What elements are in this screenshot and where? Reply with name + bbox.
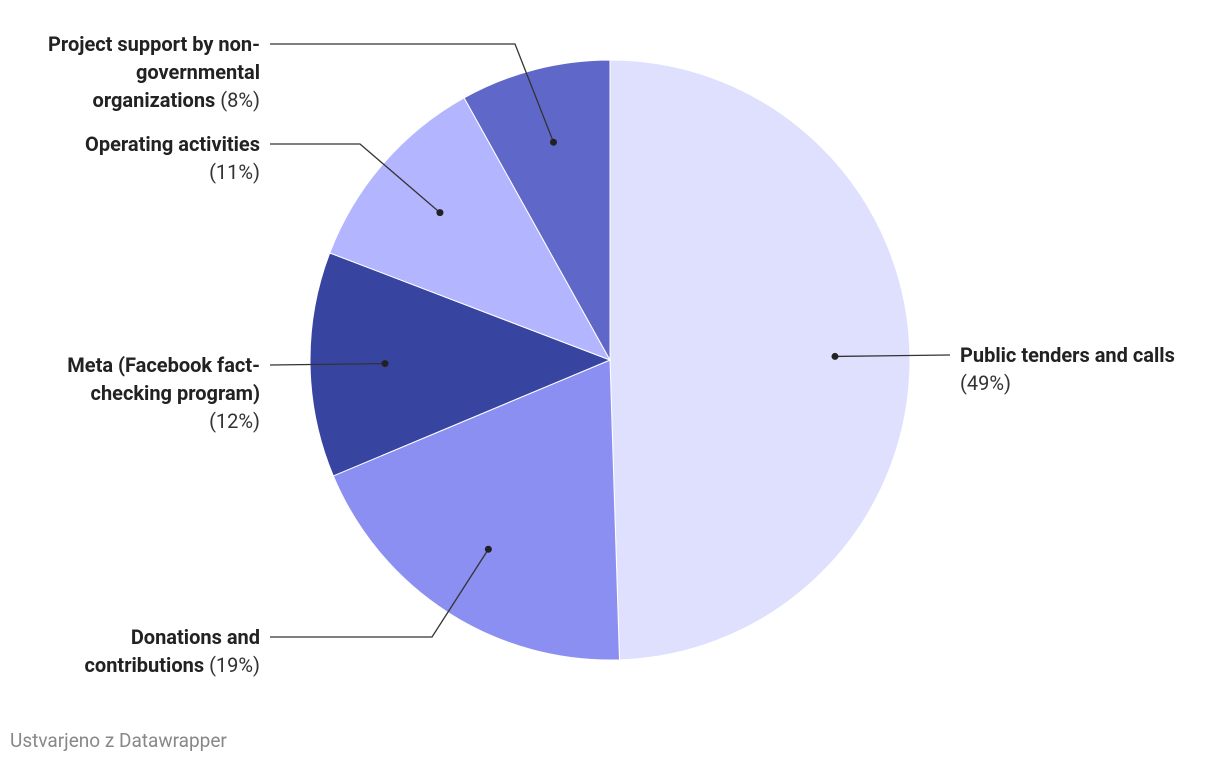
value-label: (11%) [209,160,260,184]
leader-dot [484,545,492,553]
leader-line [270,143,441,214]
category-label: Donations and contributions [84,625,261,677]
slice-label: Donations and contributions (19%) [40,623,261,679]
category-label: Project support by non-governmental orga… [48,32,260,112]
leader-dot [549,138,557,146]
leader-line [834,354,950,358]
value-label: (8%) [220,88,260,112]
slice-label: Meta (Facebook fact-checking program) (1… [40,351,260,435]
leader-line [270,548,489,638]
leader-dot [831,352,839,360]
credit: Ustvarjeno z Datawrapper [10,729,227,752]
slice-label: Public tenders and calls (49%) [960,341,1180,397]
value-label: (12%) [209,409,260,433]
value-label: (19%) [209,653,260,677]
leader-dot [436,209,444,217]
category-label: Operating activities [85,132,260,156]
category-label: Public tenders and calls [960,343,1175,367]
pie-slice [609,59,911,661]
leader-dot [381,360,389,368]
slice-label: Project support by non-governmental orga… [40,30,260,114]
slice-label: Operating activities (11%) [40,130,260,186]
leader-line [269,362,386,366]
value-label: (49%) [960,371,1011,395]
pie-slice [463,59,611,362]
leader-line [270,43,555,143]
category-label: Meta (Facebook fact-checking program) [67,353,260,405]
